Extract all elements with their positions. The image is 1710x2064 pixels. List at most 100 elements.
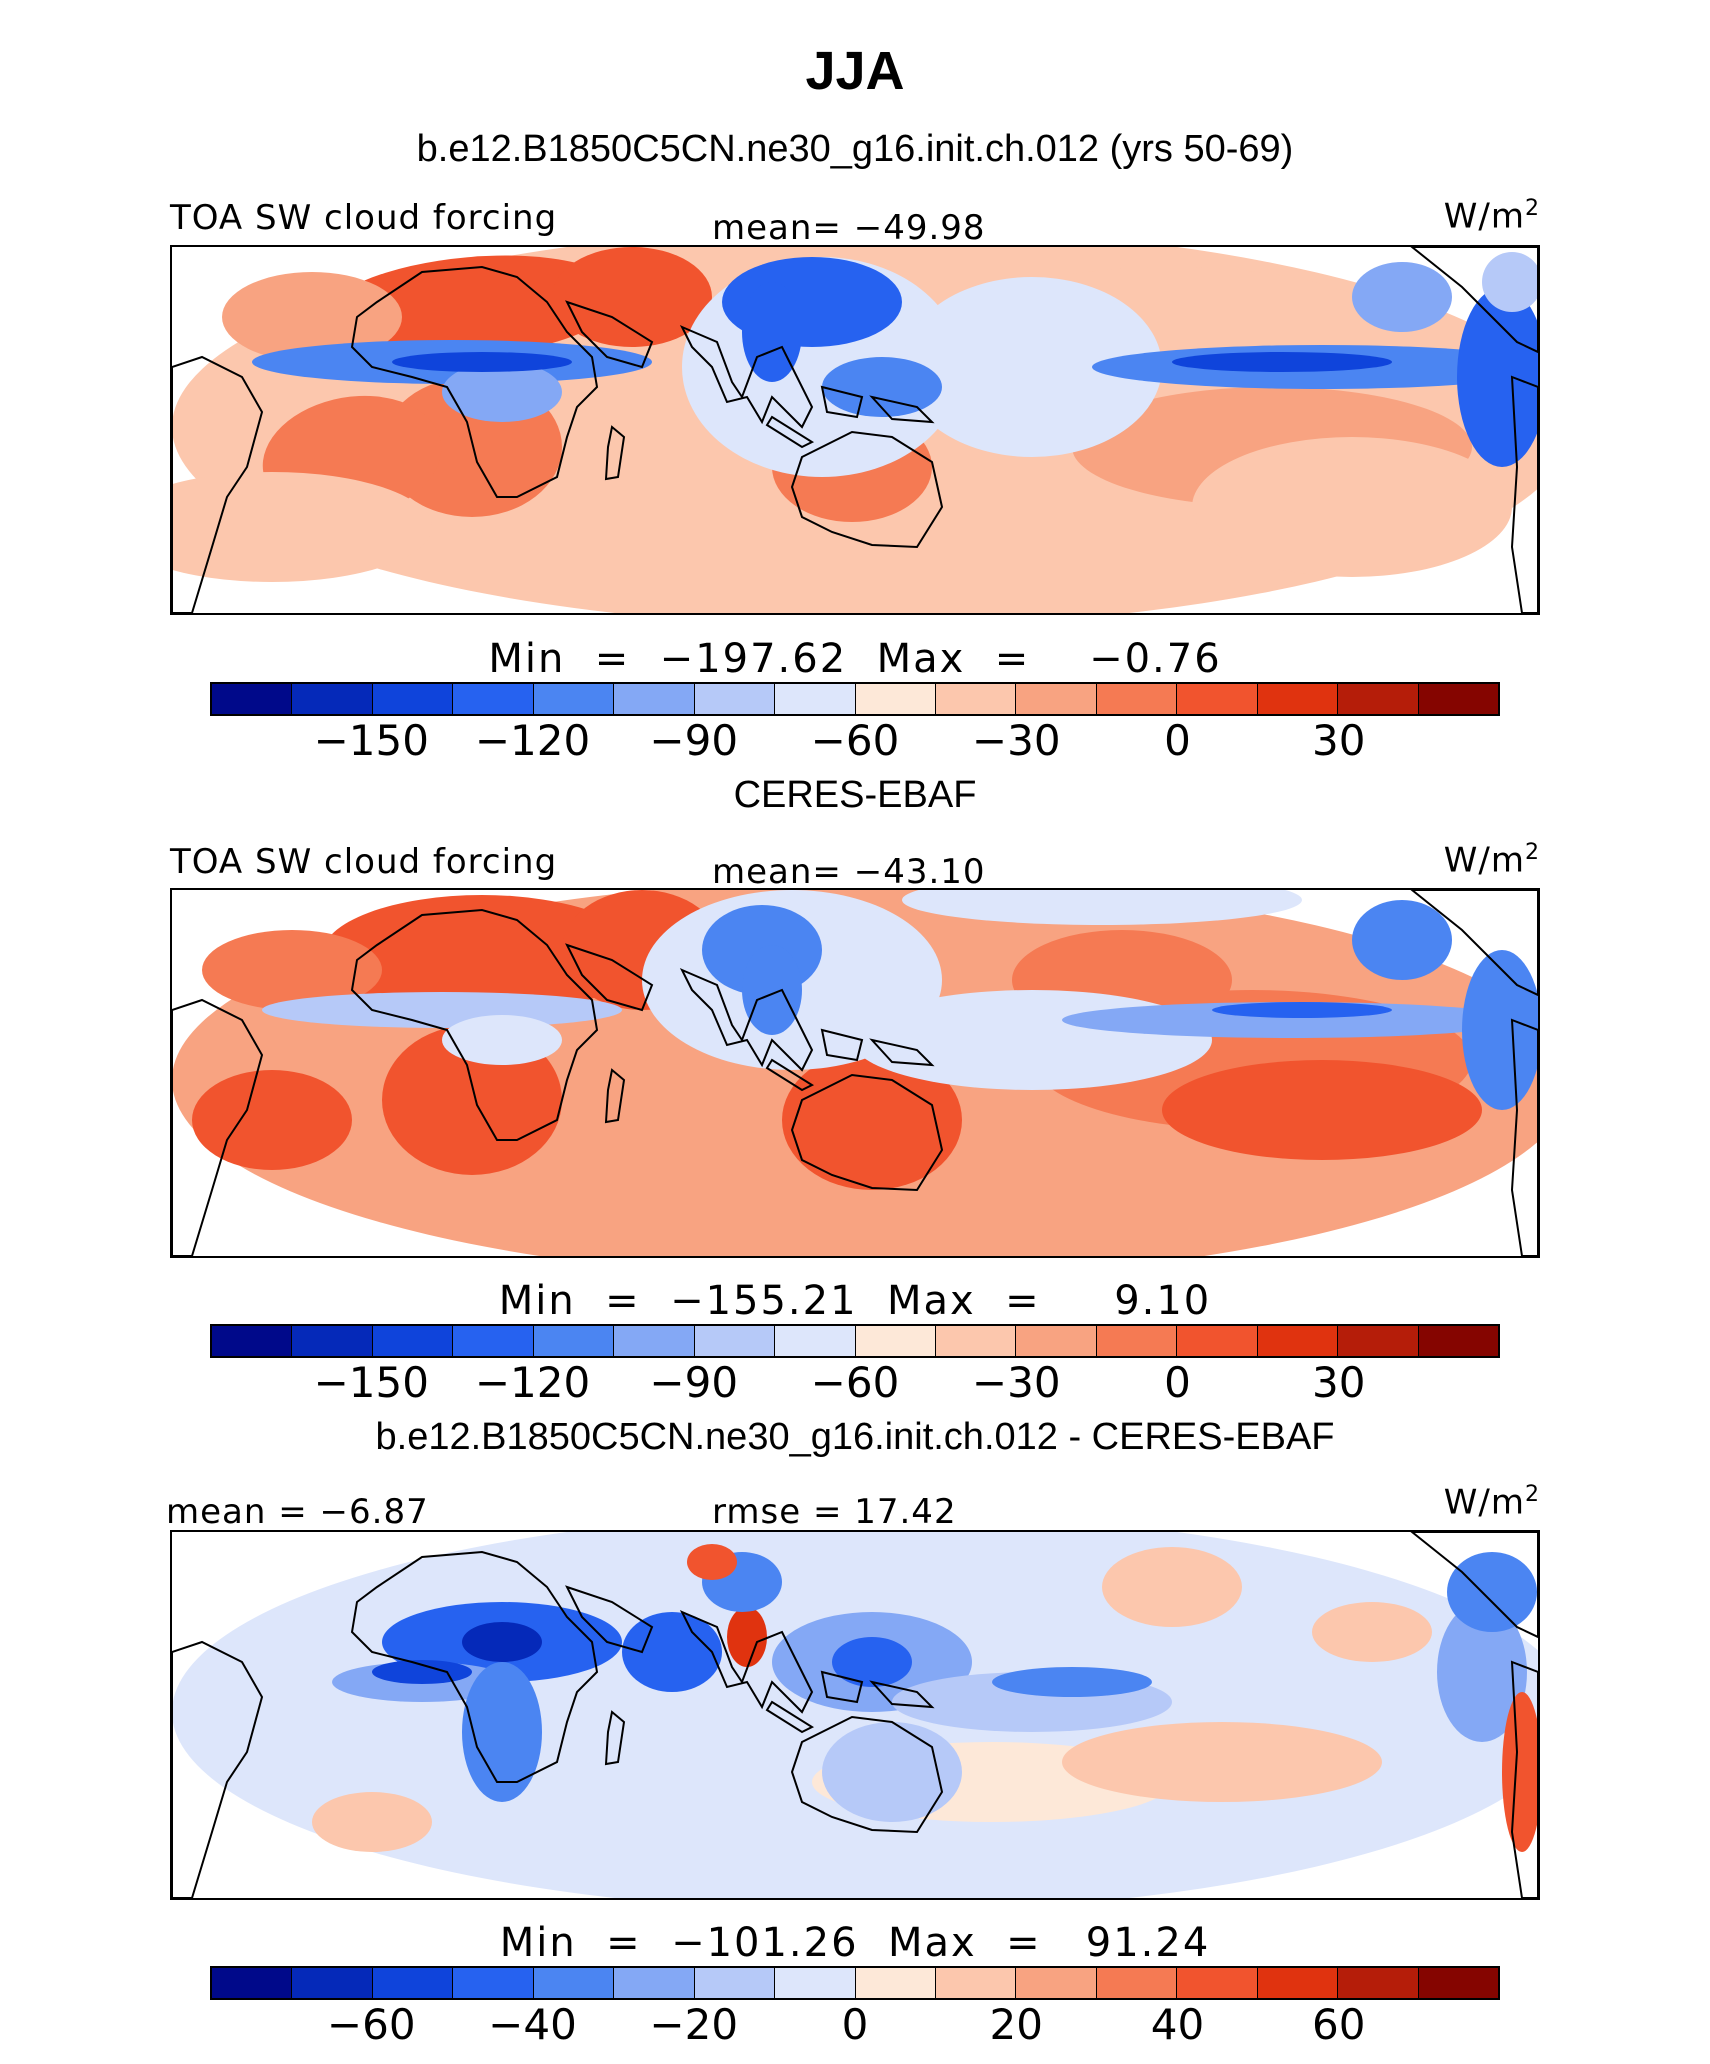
panel2-minmax: Min = −155.21 Max = 9.10	[498, 1278, 1212, 1324]
contour-region	[1482, 252, 1538, 312]
panel3-colorbar-ticks: −60 −40 −20 0 20 40 60	[210, 2000, 1500, 2050]
colorbar-box	[1177, 1968, 1258, 1998]
colorbar-box	[292, 684, 373, 714]
coastline	[820, 385, 864, 419]
panel3-map	[170, 1530, 1540, 1900]
contour-region	[192, 1070, 352, 1170]
colorbar-box	[1177, 1326, 1258, 1356]
colorbar-tick-label: −150	[313, 716, 429, 765]
coastline	[1410, 890, 1538, 997]
contour-region	[727, 1607, 767, 1667]
colorbar-tick-label: −120	[474, 716, 591, 765]
coastline	[172, 998, 264, 1256]
contour-region	[462, 1662, 542, 1802]
contour-region	[822, 357, 942, 417]
colorbar-box	[694, 684, 776, 714]
panel1-title: b.e12.B1850C5CN.ne30_g16.init.ch.012 (yr…	[416, 128, 1294, 170]
panel2-title: CERES-EBAF	[733, 774, 977, 816]
colorbar-tick-label: −40	[488, 2000, 577, 2049]
colorbar-box	[1016, 1326, 1097, 1356]
panel2-contour-map	[172, 890, 1538, 1256]
coastline	[679, 968, 814, 1072]
panel1-unit-label: W/m2	[1443, 196, 1540, 237]
colorbar-box	[1096, 684, 1178, 714]
colorbar-tick-label: 30	[1312, 1358, 1366, 1407]
colorbar-box	[1257, 1968, 1339, 1998]
contour-region	[392, 352, 572, 372]
coastline	[869, 1038, 935, 1067]
colorbar-box	[775, 1326, 856, 1356]
colorbar-box	[533, 1326, 615, 1356]
colorbar-tick-label: 0	[841, 2000, 869, 2049]
colorbar-tick-label: 30	[1312, 716, 1366, 765]
panel2-unit-label: W/m2	[1443, 840, 1540, 881]
coastline	[604, 1710, 626, 1766]
panel3-unit-label: W/m2	[1443, 1482, 1540, 1523]
coastline	[765, 1058, 815, 1092]
coastline	[790, 1073, 944, 1192]
coastline	[350, 908, 599, 1141]
colorbar-tick-label: 0	[1164, 716, 1191, 765]
contour-region	[442, 1015, 562, 1065]
coastline	[820, 1028, 864, 1062]
colorbar-box	[614, 684, 695, 714]
colorbar-box	[775, 684, 856, 714]
coastline	[172, 1640, 264, 1898]
colorbar-tick-label: 0	[1164, 1358, 1191, 1407]
coastline	[820, 1670, 864, 1704]
coastline	[679, 325, 814, 429]
contour-region	[322, 895, 642, 1015]
contour-region	[622, 1612, 722, 1692]
colorbar-box	[614, 1326, 695, 1356]
coastline	[1510, 375, 1538, 613]
coastline	[869, 1680, 935, 1709]
coastline	[350, 1550, 599, 1783]
colorbar-box	[372, 1326, 454, 1356]
panel1-map	[170, 245, 1540, 615]
coastline	[765, 1700, 815, 1734]
panel2-colorbar-ticks: −150 −120 −90 −60 −30 0 30	[210, 1358, 1500, 1408]
contour-region	[832, 1637, 912, 1687]
colorbar-tick-label: 40	[1150, 2000, 1205, 2049]
colorbar-box	[212, 1326, 293, 1356]
colorbar-box	[533, 1968, 615, 1998]
coastline	[765, 415, 815, 449]
contour-region	[1162, 1060, 1482, 1160]
colorbar-tick-label: −60	[810, 1358, 900, 1407]
coastline	[565, 300, 654, 369]
contour-region	[902, 277, 1162, 457]
colorbar-tick-label: −20	[649, 2000, 739, 2049]
contour-region	[1212, 1002, 1392, 1018]
contour-region	[1192, 437, 1512, 577]
colorbar-box	[1338, 1326, 1419, 1356]
contour-region	[202, 930, 382, 1010]
colorbar-box	[533, 684, 615, 714]
colorbar-box	[1016, 684, 1097, 714]
coastline	[1510, 1660, 1538, 1898]
coastline	[790, 1715, 944, 1834]
contour-region	[1462, 950, 1538, 1110]
contour-region	[1062, 1722, 1382, 1802]
contour-region	[1437, 1602, 1527, 1742]
panel3-mean-label: mean = −6.87	[166, 1492, 429, 1532]
colorbar-box	[614, 1968, 695, 1998]
colorbar-box	[855, 1968, 936, 1998]
contour-region	[1502, 1692, 1538, 1852]
colorbar-box	[372, 684, 454, 714]
colorbar-box	[1096, 1326, 1178, 1356]
contour-region	[902, 890, 1302, 925]
contour-region	[1102, 1547, 1242, 1627]
contour-region	[462, 1622, 542, 1662]
coastline	[1410, 247, 1538, 354]
colorbar-box	[1418, 1968, 1498, 1998]
panel3-rmse-label: rmse = 17.42	[712, 1492, 957, 1532]
colorbar-tick-label: 60	[1312, 2000, 1366, 2049]
main-title: JJA	[805, 41, 905, 101]
contour-region	[822, 1722, 962, 1822]
colorbar-tick-label: −30	[971, 716, 1061, 765]
panel2-mean-label: mean= −43.10	[712, 852, 986, 892]
colorbar-box	[212, 684, 293, 714]
coastline	[790, 430, 944, 549]
contour-region	[222, 272, 402, 362]
contour-region	[372, 1660, 472, 1684]
